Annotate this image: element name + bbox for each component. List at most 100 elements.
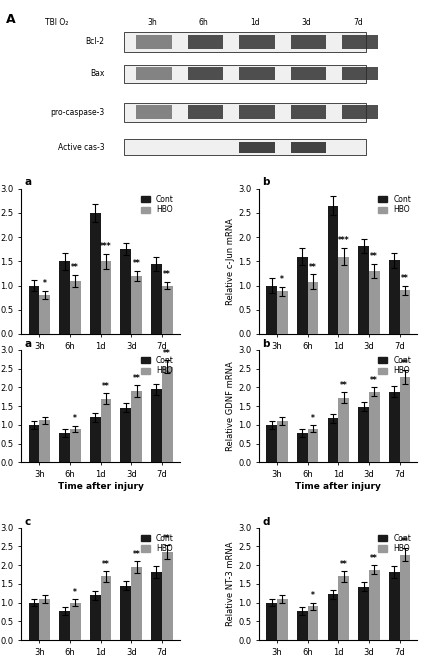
Y-axis label: Relative GDNF mRNA: Relative GDNF mRNA [226,361,235,451]
Bar [39,295,50,334]
Text: **: ** [163,270,171,279]
Text: **: ** [102,381,110,391]
Text: Active cas-3: Active cas-3 [58,143,104,152]
Bar [291,35,326,49]
Bar [291,67,326,81]
Bar [266,425,277,463]
Text: **: ** [401,359,409,368]
Text: ***: *** [100,242,112,251]
Text: A: A [6,13,15,26]
Text: **: ** [72,263,79,272]
Bar [369,271,380,334]
Text: 6h: 6h [199,18,208,27]
X-axis label: Time after injury: Time after injury [58,353,144,362]
Bar [358,246,369,334]
Bar [124,32,366,51]
Bar [266,286,277,334]
Text: b: b [262,339,270,348]
Bar [239,35,275,49]
Bar [101,576,111,640]
Bar [239,105,275,119]
Bar [277,421,288,463]
Bar [308,282,318,334]
Y-axis label: Relative c-Jun mRNA: Relative c-Jun mRNA [226,218,235,305]
Text: *: * [73,587,77,597]
Bar [358,587,369,640]
Bar [342,67,378,81]
Bar [131,276,142,334]
Text: **: ** [401,274,409,282]
Legend: Cont, HBO: Cont, HBO [138,354,176,378]
Bar [124,139,366,155]
Bar [136,67,172,81]
Bar [151,264,162,334]
Text: **: ** [163,348,171,358]
Text: 3d: 3d [302,18,311,27]
Text: **: ** [370,376,378,385]
X-axis label: Time after injury: Time after injury [295,482,381,491]
Bar [101,399,111,463]
Bar [277,291,288,334]
Legend: Cont, HBO: Cont, HBO [376,354,414,378]
Text: **: ** [340,560,348,568]
Text: a: a [24,178,32,187]
Text: **: ** [163,534,171,543]
Bar [328,206,338,334]
Bar [136,35,172,49]
Bar [70,280,81,334]
Bar [266,603,277,640]
Text: **: ** [102,560,110,568]
Text: *: * [43,279,46,288]
Bar [308,428,318,463]
Bar [29,603,39,640]
Bar [389,392,400,463]
Bar [369,570,380,640]
Text: **: ** [132,374,141,383]
Bar [90,595,101,640]
Bar [162,552,173,640]
Bar [400,554,410,640]
Bar [342,105,378,119]
Bar [297,433,308,463]
Text: **: ** [132,259,141,268]
Bar [39,420,50,463]
Text: Bcl-2: Bcl-2 [86,38,104,46]
Bar [188,105,223,119]
Bar [70,428,81,463]
Text: Bax: Bax [90,69,104,79]
Bar [338,576,349,640]
Text: ***: *** [338,236,349,245]
Bar [188,67,223,81]
Bar [29,425,39,463]
Bar [291,142,326,153]
Bar [59,261,70,334]
Bar [121,586,131,640]
Legend: Cont, HBO: Cont, HBO [138,531,176,556]
X-axis label: Time after injury: Time after injury [58,482,144,491]
Text: **: ** [401,537,409,546]
Text: *: * [73,414,77,423]
Text: **: ** [370,252,378,261]
Bar [389,572,400,640]
Bar [124,103,366,122]
Text: *: * [311,414,315,422]
Bar [328,418,338,463]
Text: *: * [280,275,284,284]
Bar [338,398,349,463]
Bar [400,290,410,334]
Bar [338,257,349,334]
Y-axis label: Relative NT-3 mRNA: Relative NT-3 mRNA [226,542,235,626]
Bar [121,249,131,334]
Bar [400,377,410,463]
Bar [90,417,101,463]
Text: **: ** [132,550,141,559]
Text: **: ** [340,381,348,390]
Bar [188,35,223,49]
Text: TBI O₂: TBI O₂ [45,18,69,27]
Bar [59,433,70,463]
Bar [162,367,173,463]
Bar [70,603,81,640]
Text: pro-caspase-3: pro-caspase-3 [50,108,104,117]
Bar [239,142,275,153]
Bar [308,607,318,640]
